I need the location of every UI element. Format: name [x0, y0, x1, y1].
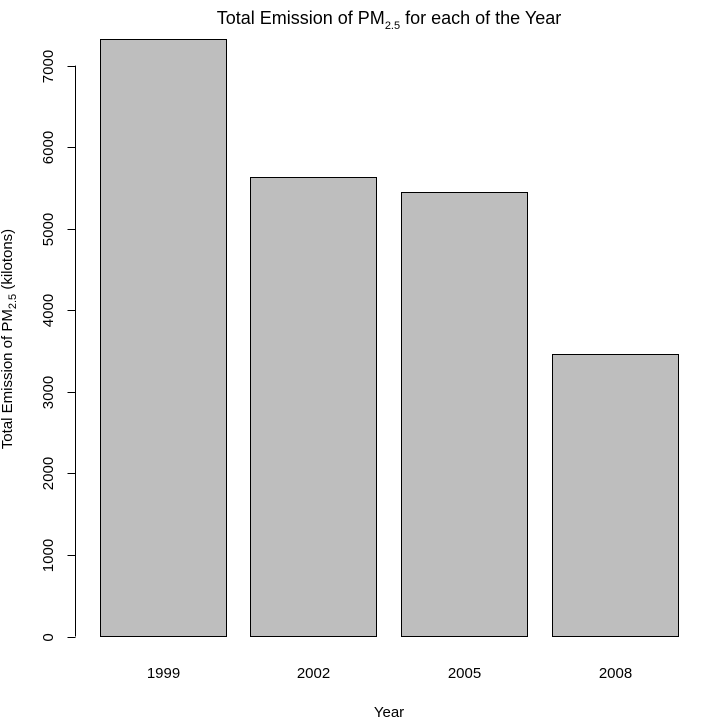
chart-title-suffix: for each of the Year — [400, 8, 561, 28]
y-tick-label: 3000 — [40, 376, 57, 409]
bar-2005 — [401, 192, 528, 637]
bar-2008 — [552, 354, 679, 637]
y-tick-label: 7000 — [40, 50, 57, 83]
y-tick-label: 6000 — [40, 131, 57, 164]
y-tick-label: 5000 — [40, 213, 57, 246]
y-axis: 0 1000 2000 3000 4000 5000 6000 7000 — [40, 50, 76, 642]
x-tick-labels: 1999 2002 2005 2008 — [147, 665, 632, 682]
y-tick-label: 4000 — [40, 294, 57, 327]
y-tick-label: 0 — [40, 633, 57, 641]
x-tick-label-2008: 2008 — [599, 665, 632, 682]
y-tick-label: 2000 — [40, 457, 57, 490]
x-axis-title: Year — [374, 704, 404, 720]
x-tick-label-2002: 2002 — [297, 665, 330, 682]
chart-title-prefix: Total Emission of PM — [217, 8, 385, 28]
bar-1999 — [100, 39, 227, 637]
chart-title: Total Emission of PM2.5 for each of the … — [217, 8, 561, 32]
x-tick-label-1999: 1999 — [147, 665, 180, 682]
y-axis-title-suffix: (kilotons) — [0, 229, 16, 294]
x-tick-label-2005: 2005 — [448, 665, 481, 682]
y-axis-title-prefix: Total Emission of PM — [0, 309, 16, 449]
y-tick-label: 1000 — [40, 539, 57, 572]
y-axis-title: Total Emission of PM2.5 (kilotons) — [0, 229, 19, 449]
bar-series — [100, 39, 679, 637]
bar-2002 — [250, 177, 377, 637]
y-axis-title-subscript: 2.5 — [7, 294, 19, 309]
chart-title-subscript: 2.5 — [385, 20, 400, 32]
